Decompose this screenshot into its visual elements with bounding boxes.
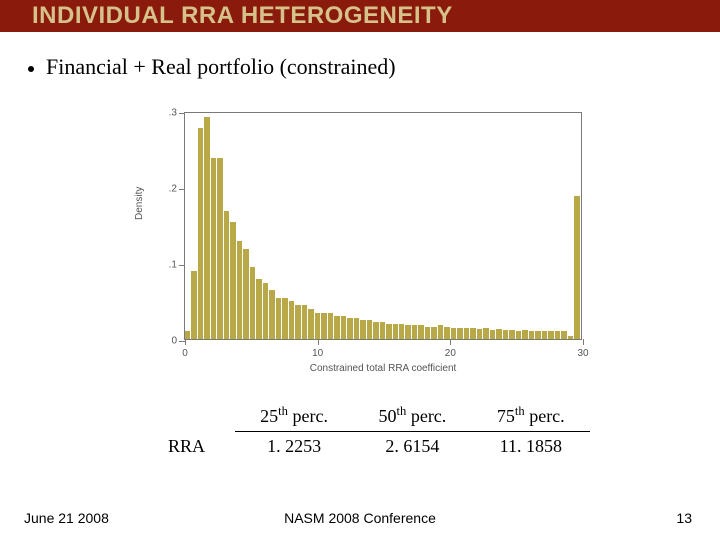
col-50th: 50th perc. [353,400,471,432]
val-25th: 1. 2253 [235,432,353,462]
x-tick-label: 0 [182,348,188,359]
x-tick-label: 10 [312,348,323,359]
plot-area: 0.1.2.3 0102030 [184,112,582,340]
footer-conference: NASM 2008 Conference [0,510,720,526]
y-tick-label: .1 [149,260,177,271]
row-label: RRA [160,432,235,462]
bullet-item: Financial + Real portfolio (constrained) [28,54,396,80]
bar [574,196,580,339]
percentile-table: 25th perc. 50th perc. 75th perc. RRA 1. … [160,400,590,461]
x-tick-label: 30 [577,348,588,359]
y-tick [179,113,185,114]
y-tick [179,189,185,190]
val-75th: 11. 1858 [472,432,590,462]
x-tick [583,339,584,345]
x-tick-label: 20 [445,348,456,359]
val-50th: 2. 6154 [353,432,471,462]
x-tick [318,339,319,345]
histogram-chart: Density 0.1.2.3 0102030 Constrained tota… [128,104,598,376]
x-axis-title: Constrained total RRA coefficient [184,363,582,374]
x-tick [450,339,451,345]
y-tick-label: .3 [149,108,177,119]
col-25th: 25th perc. [235,400,353,432]
col-75th: 75th perc. [472,400,590,432]
footer-page-number: 13 [676,510,692,526]
y-tick [179,265,185,266]
x-tick [185,339,186,345]
bullet-text: Financial + Real portfolio (constrained) [46,54,396,79]
slide: INDIVIDUAL RRA HETEROGENEITY Financial +… [0,0,720,540]
y-tick-label: .2 [149,184,177,195]
y-tick-label: 0 [149,336,177,347]
y-axis-title: Density [134,187,145,220]
bullet-dot [28,66,34,72]
bars-container [185,113,581,339]
slide-title: INDIVIDUAL RRA HETEROGENEITY [32,2,453,30]
